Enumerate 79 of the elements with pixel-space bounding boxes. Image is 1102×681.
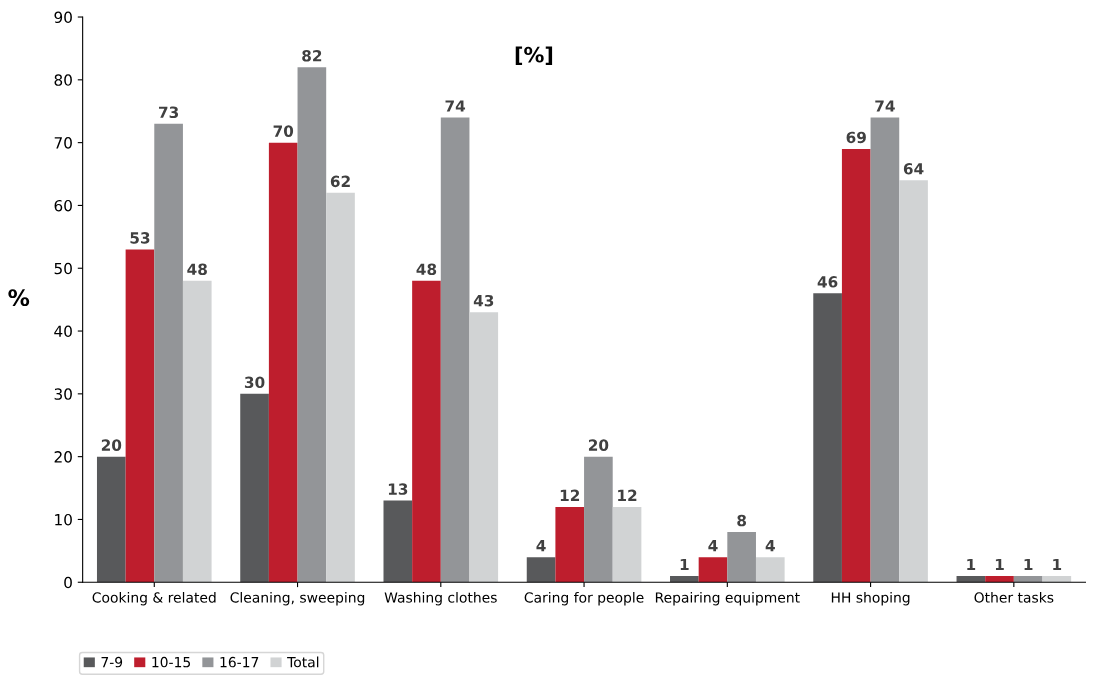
- data-label: 20: [101, 439, 122, 451]
- bar: [268, 142, 298, 583]
- bar: [698, 557, 728, 583]
- data-label: 46: [817, 276, 838, 288]
- data-label: 74: [445, 100, 466, 112]
- data-label: 82: [302, 49, 322, 62]
- y-tick-label: 90: [54, 11, 72, 24]
- x-tick-label: Cleaning, sweeping: [230, 591, 365, 606]
- y-tick-label: 10: [55, 513, 72, 526]
- data-label: 73: [159, 106, 179, 119]
- bar: [727, 532, 756, 583]
- x-tick-label: Repairing equipment: [655, 591, 800, 606]
- y-tick-label: 60: [54, 199, 72, 212]
- y-tick-label: 20: [54, 451, 72, 463]
- data-label: 1: [1024, 558, 1033, 571]
- bar: [383, 500, 413, 583]
- bar: [813, 293, 842, 583]
- bar: [841, 148, 871, 583]
- legend-label: 7-9: [101, 656, 123, 668]
- bar: [96, 456, 126, 583]
- x-tick-label: HH shoping: [831, 591, 910, 606]
- bar: [870, 117, 900, 583]
- bar: [154, 123, 183, 583]
- data-label: 48: [416, 263, 437, 276]
- y-axis-title: %: [8, 289, 30, 307]
- y-tick-label: 70: [54, 137, 72, 149]
- y-tick-label: 40: [54, 325, 72, 338]
- x-tick-label: Other tasks: [974, 591, 1054, 603]
- y-tick-label: 80: [54, 74, 72, 86]
- data-label: 30: [244, 376, 265, 389]
- bar: [584, 456, 613, 583]
- bar: [526, 557, 556, 583]
- bar: [612, 506, 642, 583]
- legend-label: Total: [287, 656, 319, 668]
- data-label: 53: [130, 232, 150, 244]
- bar: [240, 393, 269, 583]
- x-tick-label: Washing clothes: [384, 591, 497, 606]
- data-label: 20: [588, 439, 609, 451]
- bar: [125, 249, 155, 583]
- data-label: 1: [967, 558, 976, 571]
- bar: [956, 575, 986, 583]
- data-label: 13: [388, 483, 408, 495]
- bar: [297, 67, 327, 583]
- data-label: 1: [995, 558, 1004, 571]
- annotation: [%]: [515, 46, 553, 65]
- data-label: 4: [536, 540, 546, 552]
- bar: [182, 280, 212, 583]
- x-tick-label: Cooking & related: [92, 591, 216, 606]
- y-tick-label: 50: [54, 262, 72, 275]
- data-label: 70: [273, 125, 294, 137]
- data-label: 43: [473, 294, 494, 307]
- bar: [1013, 575, 1043, 583]
- legend-label: 16-17: [220, 656, 259, 668]
- bar: [899, 180, 928, 583]
- bar: [670, 575, 699, 583]
- data-label: 8: [737, 514, 747, 527]
- data-label: 12: [560, 489, 580, 501]
- data-label: 62: [330, 175, 350, 188]
- data-label: 4: [765, 540, 775, 552]
- legend-label: 10-15: [152, 656, 191, 668]
- data-label: 48: [187, 263, 207, 276]
- data-label: 74: [875, 100, 895, 112]
- data-label: 12: [618, 489, 637, 501]
- bar: [440, 117, 470, 583]
- bar: [555, 506, 585, 583]
- data-label: 1: [680, 558, 689, 571]
- y-tick-label: 30: [54, 388, 72, 400]
- bar: [412, 280, 441, 583]
- data-label: 1: [1053, 558, 1062, 571]
- bar: [755, 557, 785, 583]
- bar: [469, 312, 499, 583]
- y-tick-label: 0: [64, 576, 72, 589]
- data-label: 69: [846, 131, 866, 144]
- x-tick-label: Caring for people: [524, 591, 644, 606]
- bar: [326, 192, 355, 583]
- bar: [1042, 575, 1072, 583]
- bar: [985, 575, 1014, 583]
- data-label: 4: [708, 540, 718, 552]
- data-label: 64: [903, 163, 924, 175]
